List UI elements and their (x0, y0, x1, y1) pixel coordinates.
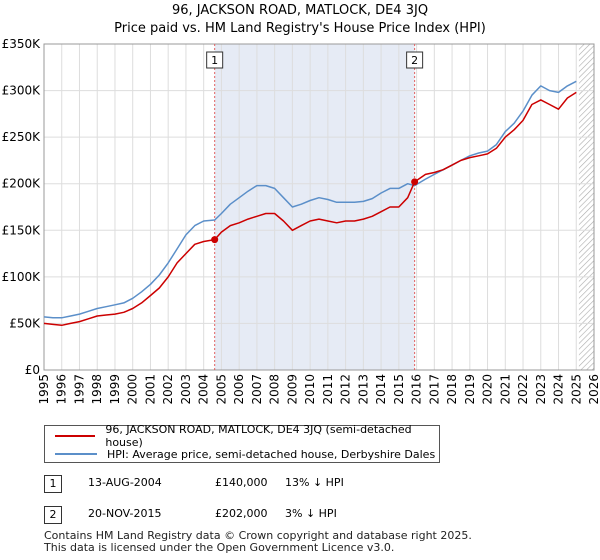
x-tick-label: 1998 (90, 374, 104, 405)
y-tick-label: £200K (2, 177, 42, 191)
y-tick-label: £300K (2, 84, 42, 98)
x-tick-label: 2012 (339, 374, 353, 405)
ownership-shading (214, 44, 415, 370)
x-tick-label: 2000 (126, 374, 140, 405)
plot-frame (43, 43, 595, 371)
chart-legend: 96, JACKSON ROAD, MATLOCK, DE4 3JQ (semi… (44, 423, 440, 463)
x-tick-label: 1996 (55, 374, 69, 405)
x-tick-label: 2013 (356, 374, 370, 405)
x-tick-label: 1997 (72, 374, 86, 405)
sale-date: 20-NOV-2015 (88, 507, 162, 520)
sale-date: 13-AUG-2004 (88, 476, 162, 489)
x-tick-label: 2019 (463, 374, 477, 405)
x-tick-label: 2016 (410, 374, 424, 405)
y-tick-label: £0 (25, 363, 40, 377)
x-tick-label: 2017 (427, 374, 441, 405)
legend-item-property: 96, JACKSON ROAD, MATLOCK, DE4 3JQ (semi… (45, 423, 439, 449)
y-tick-label: £100K (2, 270, 42, 284)
x-tick-label: 2022 (516, 374, 530, 405)
legend-swatch-hpi (55, 453, 97, 455)
sale-number-badge: 1 (44, 475, 62, 493)
x-tick-label: 1995 (37, 374, 51, 405)
x-tick-label: 2025 (569, 374, 583, 405)
y-tick-label: £350K (2, 37, 42, 51)
x-tick-label: 2023 (534, 374, 548, 405)
chart-title: 96, JACKSON ROAD, MATLOCK, DE4 3JQ (171, 3, 429, 18)
x-tick-label: 2021 (498, 374, 512, 405)
x-tick-label: 2014 (374, 374, 388, 405)
x-tick-label: 2006 (232, 374, 246, 405)
footer-line-1: Contains HM Land Registry data © Crown c… (44, 529, 472, 542)
x-tick-label: 2003 (179, 374, 193, 405)
sale-marker-box-1 (206, 51, 224, 69)
hpi-line (43, 80, 577, 319)
sale-point-2 (411, 178, 419, 186)
footer-line-2: This data is licensed under the Open Gov… (44, 541, 395, 554)
price-chart: £0 £50K £100K £150K £200K £250K £300K £350K 1995… (2, 37, 600, 405)
sale-marker-label-1: 1 (211, 54, 218, 67)
sale-row-1: 1 13-AUG-2004 £140,000 13% ↓ HPI (0, 474, 600, 494)
sale-hpi-diff: 3% ↓ HPI (285, 507, 337, 520)
x-tick-label: 2007 (250, 374, 264, 405)
x-tick-label: 2004 (197, 374, 211, 405)
x-tick-label: 2024 (552, 374, 566, 405)
sale-hpi-diff: 13% ↓ HPI (285, 476, 344, 489)
x-tick-label: 2015 (392, 374, 406, 405)
x-tick-label: 2005 (214, 374, 228, 405)
legend-label-hpi: HPI: Average price, semi-detached house,… (107, 447, 436, 461)
x-tick-label: 2011 (321, 374, 335, 405)
y-tick-label: £50K (9, 316, 41, 330)
property-price-line (43, 91, 577, 327)
sale-number-badge: 2 (44, 506, 62, 524)
legend-label-property: 96, JACKSON ROAD, MATLOCK, DE4 3JQ (semi… (105, 423, 412, 449)
legend-item-hpi: HPI: Average price, semi-detached house,… (45, 445, 435, 463)
x-tick-label: 2002 (161, 374, 175, 405)
footer-attribution: Contains HM Land Registry data © Crown c… (44, 530, 472, 554)
chart-subtitle: Price paid vs. HM Land Registry's House … (114, 21, 486, 36)
x-tick-label: 2008 (268, 374, 282, 405)
x-tick-label: 2010 (303, 374, 317, 405)
sale-marker-box-2 (406, 51, 424, 69)
y-tick-label: £150K (2, 223, 42, 237)
legend-swatch-property (55, 435, 96, 437)
sale-row-2: 2 20-NOV-2015 £202,000 3% ↓ HPI (0, 505, 600, 525)
sale-price: £202,000 (215, 507, 268, 520)
y-tick-label: £250K (2, 130, 42, 144)
sale-marker-label-2: 2 (411, 54, 418, 67)
sale-price: £140,000 (215, 476, 268, 489)
x-tick-label: 2001 (143, 374, 157, 405)
x-tick-label: 1999 (108, 374, 122, 405)
x-tick-label: 2020 (481, 374, 495, 405)
x-tick-label: 2018 (445, 374, 459, 405)
forecast-hatch (578, 44, 594, 370)
sale-point-1 (211, 236, 219, 244)
x-tick-label: 2009 (285, 374, 299, 405)
x-tick-label: 2026 (587, 374, 600, 405)
